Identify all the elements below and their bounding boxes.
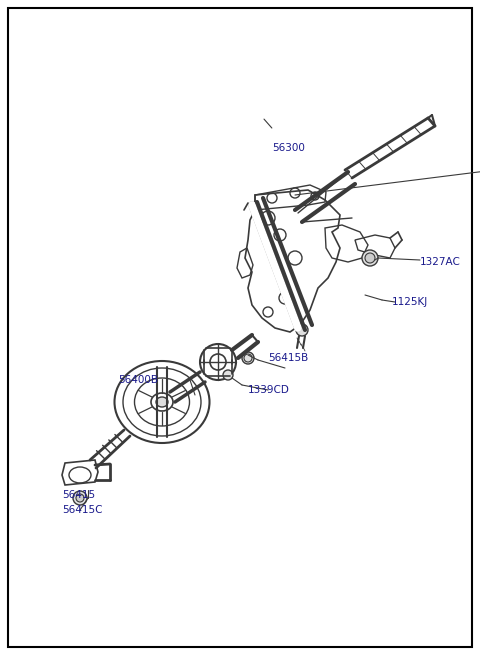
Circle shape — [362, 250, 378, 266]
Text: 56415B: 56415B — [268, 353, 308, 363]
Text: 1125KJ: 1125KJ — [392, 297, 428, 307]
Text: 1327AC: 1327AC — [420, 257, 461, 267]
Text: 56415: 56415 — [62, 490, 95, 500]
Circle shape — [73, 491, 87, 505]
Text: 56415C: 56415C — [62, 505, 103, 515]
Circle shape — [365, 253, 375, 263]
Text: 1339CD: 1339CD — [248, 385, 290, 395]
Circle shape — [223, 370, 233, 380]
Circle shape — [76, 494, 84, 502]
Ellipse shape — [156, 397, 168, 407]
Circle shape — [242, 352, 254, 364]
Text: 56300: 56300 — [272, 143, 305, 153]
Circle shape — [296, 324, 308, 336]
Text: 56400B: 56400B — [118, 375, 158, 385]
